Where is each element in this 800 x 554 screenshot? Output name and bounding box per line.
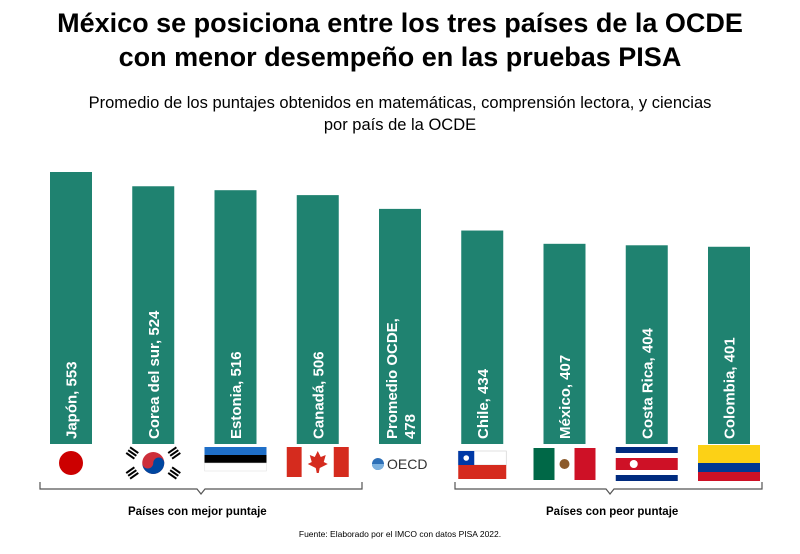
japan-flag-icon — [59, 451, 83, 475]
bar-label: Corea del sur, 524 — [146, 310, 163, 439]
bar-estonia — [214, 190, 257, 444]
braces-group — [39, 482, 763, 495]
oecd-logo-icon: OECD — [372, 456, 427, 472]
oecd-logo-text: OECD — [387, 456, 427, 472]
bar-label: México, 407 — [557, 355, 574, 439]
bar-promedio-ocde — [379, 208, 421, 444]
subtitle-line-1: Promedio de los puntajes obtenidos en ma… — [88, 94, 712, 112]
colombia-flag-icon — [698, 445, 760, 481]
bars-group: Japón, 553 Corea del sur, 524 Estonia, 516… — [50, 172, 750, 444]
brace-worst — [454, 482, 763, 495]
group-label-worst: Países con peor puntaje — [546, 506, 679, 518]
estonia-flag-icon — [204, 447, 267, 472]
bar-méxico — [543, 243, 586, 444]
title-line-1: México se posiciona entre los tres paíse… — [57, 8, 743, 38]
bar-label: Promedio OCDE,478 — [384, 318, 419, 439]
icons-group: OECD — [59, 445, 760, 481]
group-label-best: Países con mejor puntaje — [128, 506, 267, 518]
bar-corea-del-sur — [132, 186, 175, 444]
source-note: Fuente: Elaborado por el IMCO con datos … — [298, 529, 502, 539]
chart-title: México se posiciona entre los tres paíse… — [0, 6, 800, 74]
bar-label: Chile, 434 — [475, 368, 492, 439]
costa-rica-flag-icon — [615, 447, 678, 481]
chart-subtitle: Promedio de los puntajes obtenidos en ma… — [0, 92, 800, 136]
bar-label: Estonia, 516 — [228, 351, 245, 439]
mexico-flag-icon — [533, 448, 596, 480]
bar-chile — [461, 230, 504, 444]
bar-label: Japón, 553 — [64, 361, 81, 439]
title-line-2: con menor desempeño en las pruebas PISA — [118, 42, 682, 72]
bar-label: Costa Rica, 404 — [639, 327, 656, 439]
brace-best — [39, 482, 363, 495]
bar-canadá — [296, 195, 339, 444]
bar-colombia — [708, 246, 750, 444]
subtitle-line-2: por país de la OCDE — [323, 116, 477, 134]
bar-costa-rica — [625, 245, 668, 444]
canada-flag-icon — [286, 447, 349, 477]
bar-label: Canadá, 506 — [310, 351, 327, 439]
bar-japón — [50, 172, 92, 444]
chile-flag-icon — [457, 450, 507, 479]
bar-label: Colombia, 401 — [722, 337, 739, 439]
south-korea-flag-icon — [125, 446, 181, 480]
